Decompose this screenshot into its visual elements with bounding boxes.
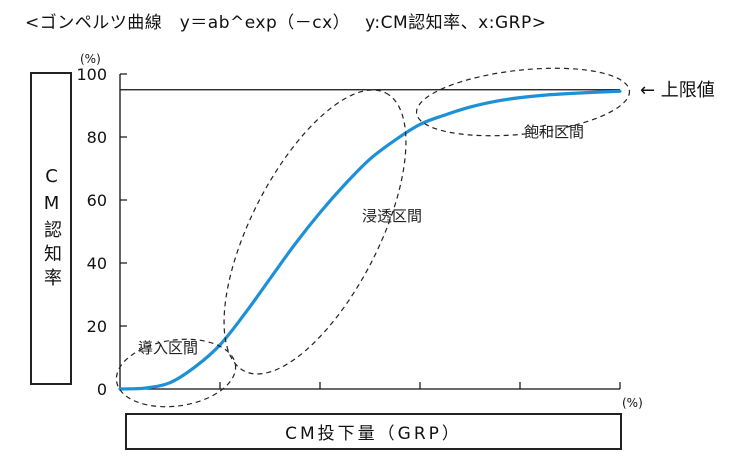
y-tick-label: 20 bbox=[87, 317, 107, 336]
x-unit-label: (%) bbox=[622, 396, 643, 410]
saturation-ellipse bbox=[415, 67, 631, 137]
x-axis-label: CM投下量（GRP） bbox=[285, 424, 462, 444]
penetration-label: 浸透区間 bbox=[362, 207, 422, 225]
y-ticks: 0 20 40 60 80 100 bbox=[76, 65, 127, 399]
intro-label: 導入区間 bbox=[138, 339, 198, 357]
y-axis-label-box: CM認知率 bbox=[30, 72, 72, 385]
gompertz-curve bbox=[118, 89, 622, 391]
y-tick-label: 80 bbox=[87, 128, 107, 147]
x-ticks bbox=[219, 382, 621, 389]
y-unit-label: (%) bbox=[80, 52, 101, 66]
y-tick-label: 40 bbox=[87, 254, 107, 273]
y-tick-label: 100 bbox=[76, 65, 107, 84]
chart-title: <ゴンペルツ曲線 y＝ab^exp（－cx） y:CM認知率、x:GRP> bbox=[25, 13, 547, 33]
penetration-ellipse bbox=[223, 89, 407, 375]
x-axis-label-box: CM投下量（GRP） bbox=[125, 413, 622, 450]
y-tick-label: 60 bbox=[87, 191, 107, 210]
y-tick-label: 0 bbox=[97, 380, 107, 399]
upper-limit-label: ← 上限値 bbox=[640, 80, 715, 101]
axes bbox=[119, 74, 620, 390]
saturation-label: 飽和区間 bbox=[524, 123, 584, 141]
y-axis-label: CM認知率 bbox=[41, 165, 62, 292]
